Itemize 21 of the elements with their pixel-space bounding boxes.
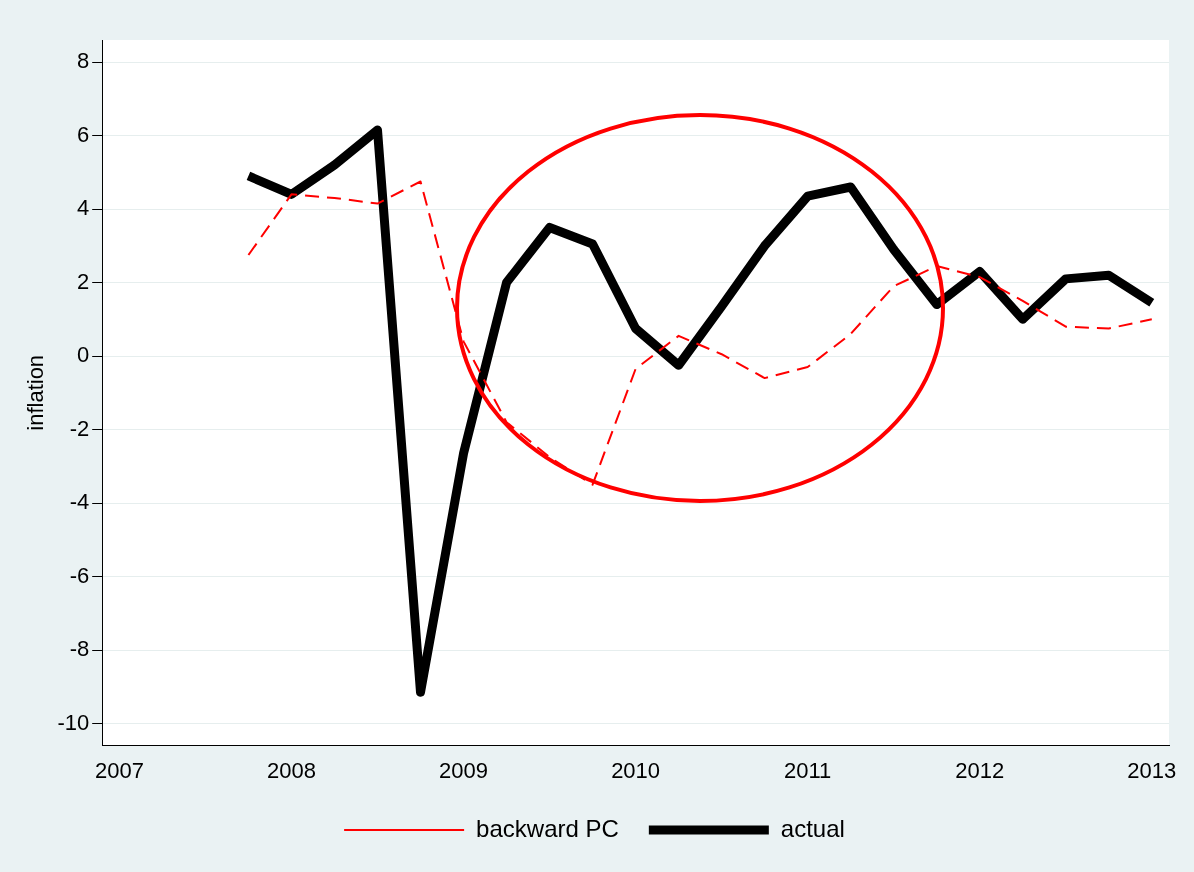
- x-tick-label: 2012: [955, 757, 1005, 783]
- y-tick-label: 8: [76, 48, 90, 74]
- y-tick-label: 6: [76, 121, 90, 147]
- y-tick-label: -4: [69, 489, 90, 515]
- y-tick-label: -2: [69, 415, 90, 441]
- x-tick-label: 2013: [1127, 757, 1177, 783]
- y-tick-label: -10: [57, 709, 90, 735]
- y-tick-label: 0: [76, 342, 90, 368]
- x-tick-label: 2009: [439, 757, 489, 783]
- legend-label: actual: [780, 814, 845, 842]
- y-tick-label: -8: [69, 636, 90, 662]
- y-tick-label: -6: [69, 562, 90, 588]
- y-tick-label: 2: [76, 268, 90, 294]
- y-tick-label: 4: [76, 195, 90, 221]
- legend-label: backward PC: [476, 814, 619, 842]
- x-tick-label: 2008: [266, 757, 316, 783]
- line-series: [247, 180, 1153, 486]
- x-tick-label: 2010: [611, 757, 661, 783]
- y-axis-title: inflation: [23, 354, 49, 431]
- x-tick-label: 2011: [784, 757, 832, 783]
- x-tick-label: 2007: [94, 757, 144, 783]
